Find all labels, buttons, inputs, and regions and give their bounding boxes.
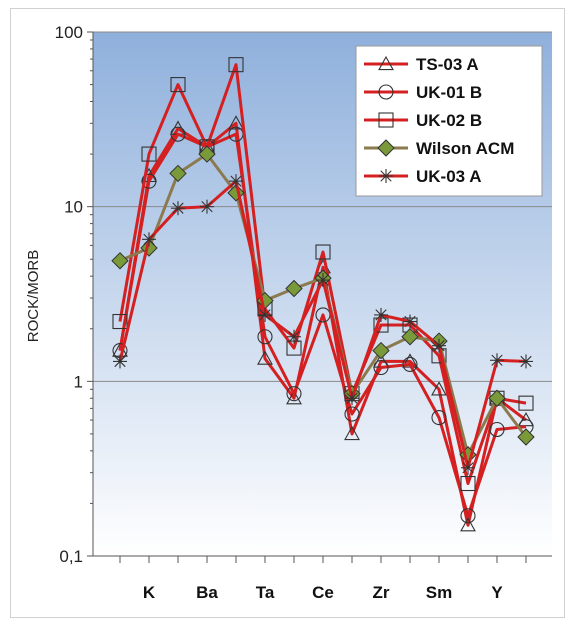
series-line (118, 132, 527, 518)
data-point (344, 406, 360, 422)
series-line (118, 63, 527, 486)
x-tick-label: Sm (426, 583, 452, 602)
star-stroke (143, 233, 155, 245)
x-tick-label: Zr (373, 583, 390, 602)
data-point (488, 389, 506, 407)
data-point (141, 146, 157, 162)
data-point (286, 386, 302, 402)
y-tick-label: 100 (55, 23, 83, 42)
data-point (518, 411, 534, 427)
x-tick-label: K (143, 583, 156, 602)
star-stroke (375, 309, 387, 321)
data-point (431, 410, 447, 426)
y-axis-title: ROCK/MORB (25, 250, 42, 343)
data-point (431, 381, 447, 396)
data-point (315, 244, 331, 260)
star-stroke (380, 170, 392, 182)
data-point (432, 338, 446, 353)
legend: TS-03 A UK-01 B UK-02 B Wilson ACM UK-03 A (355, 45, 543, 197)
x-tick-label: Ba (196, 583, 218, 602)
data-point (489, 421, 505, 438)
data-point (286, 390, 302, 405)
series (113, 174, 533, 475)
data-point (378, 112, 394, 128)
legend-label: UK-01 B (416, 83, 482, 102)
star-stroke (346, 392, 358, 404)
data-point (345, 391, 359, 406)
data-point (519, 354, 533, 369)
data-point (403, 314, 417, 329)
data-point (379, 169, 393, 183)
star-stroke (491, 354, 503, 366)
data-point (490, 353, 504, 368)
star-stroke (433, 340, 445, 352)
data-point (460, 508, 476, 524)
data-point (401, 328, 419, 346)
data-point (141, 173, 157, 189)
star-stroke (462, 462, 474, 474)
data-point (229, 174, 243, 189)
star-stroke (317, 274, 329, 286)
y-tick-label: 10 (64, 198, 83, 217)
y-tick-label: 0,1 (59, 547, 83, 566)
data-point (170, 77, 186, 93)
legend-label: UK-03 A (416, 167, 482, 186)
data-point (517, 428, 535, 446)
data-point (315, 307, 331, 323)
data-point (518, 395, 534, 411)
x-tick-label: Ta (256, 583, 275, 602)
legend-label: UK-02 B (416, 111, 482, 130)
data-point (171, 201, 185, 216)
data-point (258, 307, 272, 322)
data-point (170, 126, 186, 142)
data-point (257, 329, 273, 345)
star-stroke (259, 309, 271, 321)
data-point (285, 279, 303, 298)
data-point (378, 55, 394, 71)
data-point (460, 517, 476, 532)
data-point (402, 356, 418, 372)
data-point (228, 115, 244, 130)
x-tick-label: Ce (312, 583, 334, 602)
data-point (111, 252, 129, 270)
star-stroke (288, 331, 300, 343)
data-point (142, 232, 156, 247)
data-point (344, 425, 360, 441)
star-stroke (520, 355, 532, 368)
data-point (200, 199, 214, 214)
star-stroke (172, 202, 184, 214)
data-point (373, 359, 389, 376)
star-stroke (404, 315, 416, 328)
data-point (169, 164, 187, 183)
data-point (460, 475, 476, 492)
data-point (228, 57, 244, 73)
data-point (378, 84, 394, 100)
data-point (198, 145, 216, 163)
legend-label: Wilson ACM (416, 139, 514, 158)
data-point (372, 341, 390, 360)
legend-label: TS-03 A (416, 55, 479, 74)
star-stroke (114, 355, 126, 368)
data-point (257, 350, 273, 365)
star-stroke (230, 175, 242, 187)
x-tick-label: Y (491, 583, 503, 602)
data-point (113, 354, 127, 369)
data-point (374, 307, 388, 322)
data-point (112, 313, 128, 330)
data-point (377, 139, 395, 157)
data-point (461, 460, 475, 475)
y-tick-label: 1 (74, 372, 83, 391)
data-point (316, 273, 330, 288)
data-point (287, 329, 301, 344)
star-stroke (201, 201, 213, 213)
